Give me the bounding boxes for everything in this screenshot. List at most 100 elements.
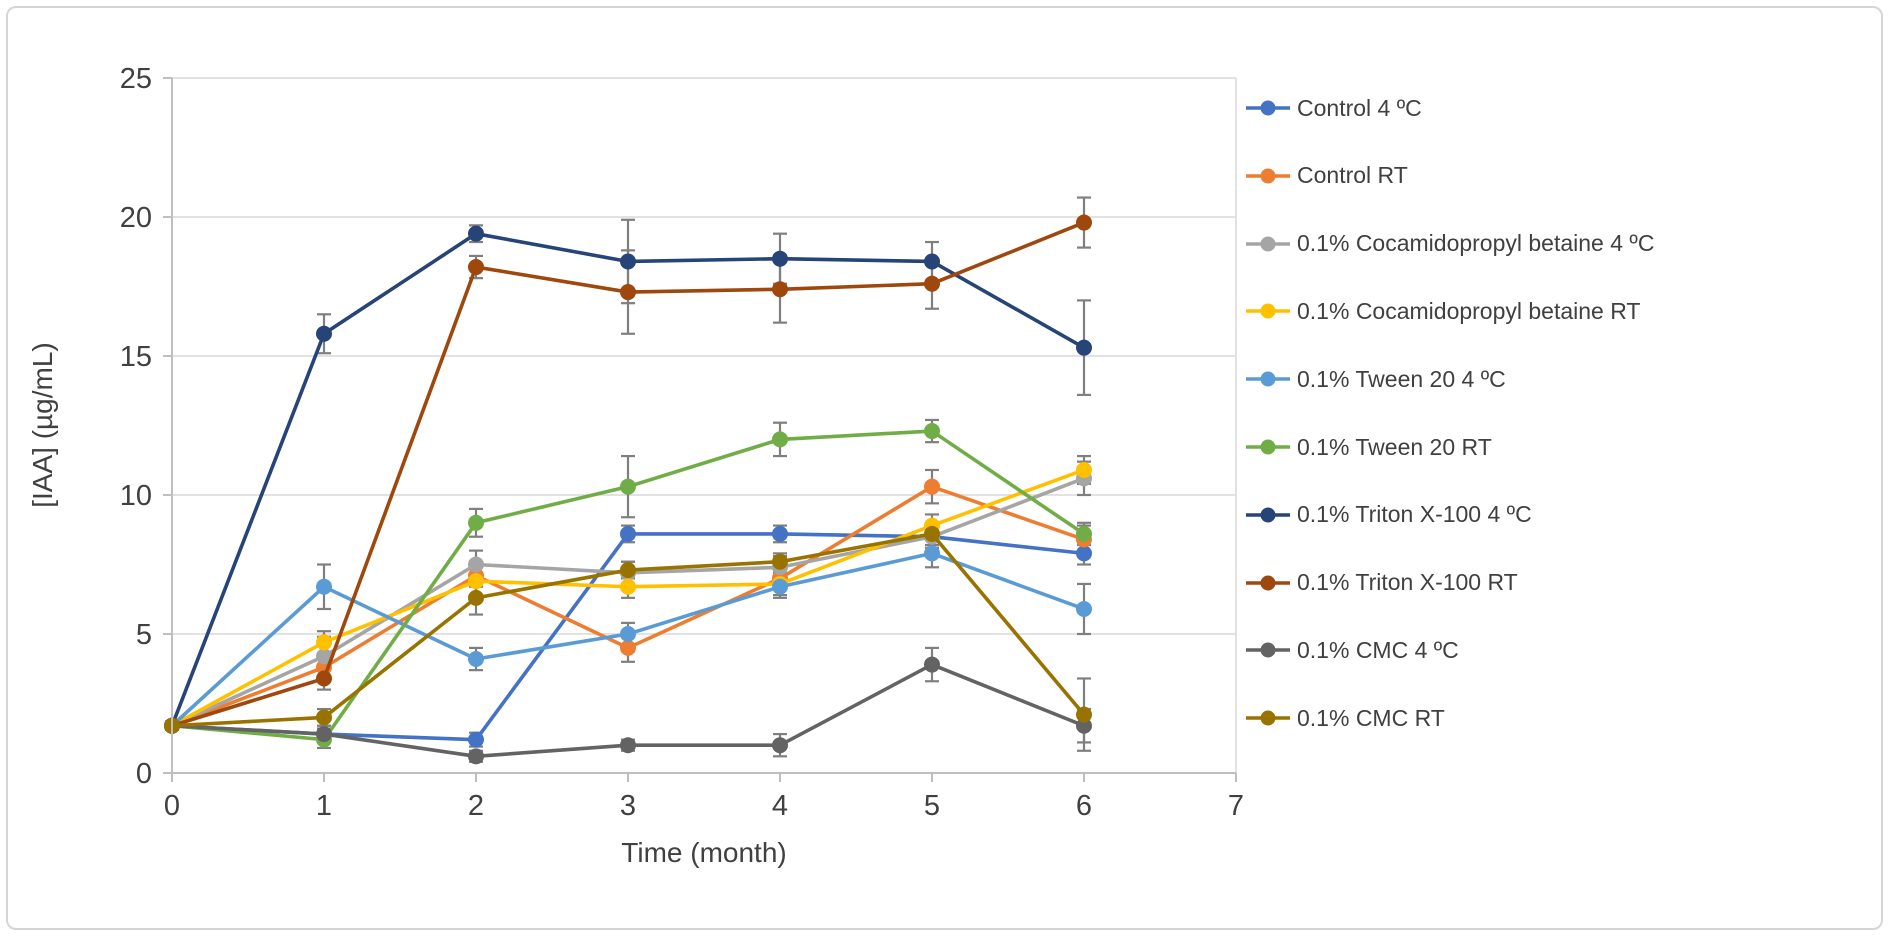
data-point: [620, 626, 636, 642]
y-axis-title: [IAA] (µg/mL): [27, 342, 58, 508]
data-point: [316, 709, 332, 726]
legend-label: Control RT: [1297, 162, 1408, 189]
data-point: [772, 578, 788, 595]
data-point: [1076, 214, 1092, 231]
legend-label: 0.1% Triton X-100 RT: [1297, 569, 1518, 596]
data-point: [468, 573, 484, 590]
legend-swatch-icon: [1246, 371, 1290, 387]
series-0-1-cmc-4-c: [164, 656, 1092, 765]
tick-labels: 0 5 10 15 20 25 0 1 2 3 4 5 6 7: [120, 63, 1244, 822]
data-point: [772, 281, 788, 298]
data-point: [1076, 545, 1092, 562]
legend-label: 0.1% CMC 4 ºC: [1297, 636, 1459, 663]
x-tick-label: 7: [1228, 790, 1244, 822]
legend-swatch-icon: [1246, 507, 1290, 523]
data-point: [468, 556, 484, 573]
y-tick-label: 25: [120, 63, 152, 95]
legend-label: 0.1% CMC RT: [1297, 704, 1445, 731]
y-tick-label: 10: [120, 480, 152, 512]
y-tick-label: 5: [136, 619, 152, 651]
data-point: [620, 639, 636, 656]
legend-swatch-icon: [1246, 642, 1290, 658]
data-point: [924, 478, 940, 495]
data-point: [772, 431, 788, 448]
legend-item-0-1-tween-20-rt: 0.1% Tween 20 RT: [1245, 430, 1492, 464]
legend-swatch-icon: [1246, 303, 1290, 319]
data-point: [924, 656, 940, 673]
x-tick-label: 6: [1076, 790, 1092, 822]
legend-label: 0.1% Tween 20 RT: [1297, 433, 1492, 460]
legend-label: 0.1% Cocamidopropyl betaine 4 ºC: [1297, 230, 1655, 257]
data-point: [620, 562, 636, 579]
data-point: [772, 737, 788, 754]
data-point: [1076, 461, 1092, 478]
legend-swatch-icon: [1246, 575, 1290, 591]
legend-label: 0.1% Triton X-100 4 ºC: [1297, 501, 1532, 528]
gridlines: [172, 77, 1237, 773]
data-point: [620, 737, 636, 754]
legend-swatch-icon: [1246, 439, 1290, 455]
legend-swatch-icon: [1246, 168, 1290, 184]
data-point: [316, 648, 332, 665]
legend-swatch-icon: [1246, 236, 1290, 252]
legend-item-control-rt: Control RT: [1245, 159, 1408, 193]
data-point: [468, 225, 484, 242]
data-point: [620, 578, 636, 595]
legend-item-0-1-cmc-4-c: 0.1% CMC 4 ºC: [1245, 633, 1459, 667]
series-lines: [164, 214, 1092, 765]
legend-item-0-1-triton-x-100-4-c: 0.1% Triton X-100 4 ºC: [1245, 498, 1532, 532]
y-tick-label: 15: [120, 341, 152, 373]
data-point: [468, 651, 484, 668]
x-tick-label: 5: [924, 790, 940, 822]
legend-label: 0.1% Cocamidopropyl betaine RT: [1297, 297, 1641, 324]
data-point: [924, 275, 940, 292]
data-point: [316, 726, 332, 743]
data-point: [316, 578, 332, 595]
data-point: [316, 325, 332, 342]
x-tick-label: 0: [164, 790, 180, 822]
legend-label: 0.1% Tween 20 4 ºC: [1297, 365, 1506, 392]
data-point: [468, 748, 484, 765]
data-point: [924, 253, 940, 270]
legend-swatch-icon: [1246, 100, 1290, 116]
legend-item-0-1-cmc-rt: 0.1% CMC RT: [1245, 701, 1445, 735]
data-point: [924, 545, 940, 562]
legend-item-0-1-cocamidopropyl-betaine-4-c: 0.1% Cocamidopropyl betaine 4 ºC: [1245, 227, 1654, 261]
data-point: [316, 634, 332, 651]
y-tick-label: 0: [136, 758, 152, 790]
data-point: [1076, 600, 1092, 617]
legend-label: Control 4 ºC: [1297, 94, 1422, 121]
legend-item-0-1-triton-x-100-rt: 0.1% Triton X-100 RT: [1245, 566, 1518, 600]
x-tick-label: 1: [316, 790, 332, 822]
data-point: [1076, 339, 1092, 356]
data-point: [924, 525, 940, 542]
x-axis-title: Time (month): [621, 837, 786, 868]
data-point: [620, 284, 636, 301]
data-point: [924, 423, 940, 440]
data-point: [620, 253, 636, 270]
data-point: [620, 478, 636, 495]
data-point: [772, 525, 788, 542]
data-point: [316, 670, 332, 687]
legend-item-control-4-c: Control 4 ºC: [1245, 91, 1422, 125]
legend-swatch-icon: [1246, 710, 1290, 726]
axes: [163, 77, 1237, 782]
x-tick-label: 3: [620, 790, 636, 822]
y-tick-label: 20: [120, 202, 152, 234]
data-point: [620, 525, 636, 542]
series-line-control-rt: [171, 484, 1085, 728]
data-point: [468, 731, 484, 748]
series-0-1-cmc-rt: [164, 525, 1092, 734]
legend-item-0-1-cocamidopropyl-betaine-rt: 0.1% Cocamidopropyl betaine RT: [1245, 294, 1640, 328]
data-point: [468, 514, 484, 531]
x-tick-label: 4: [772, 790, 788, 822]
data-point: [468, 589, 484, 606]
data-point: [1076, 706, 1092, 723]
series-0-1-triton-x-100-4-c: [164, 225, 1092, 734]
legend-item-0-1-tween-20-4-c: 0.1% Tween 20 4 ºC: [1245, 362, 1506, 396]
data-point: [772, 553, 788, 570]
data-point: [1076, 525, 1092, 542]
data-point: [1076, 717, 1092, 734]
